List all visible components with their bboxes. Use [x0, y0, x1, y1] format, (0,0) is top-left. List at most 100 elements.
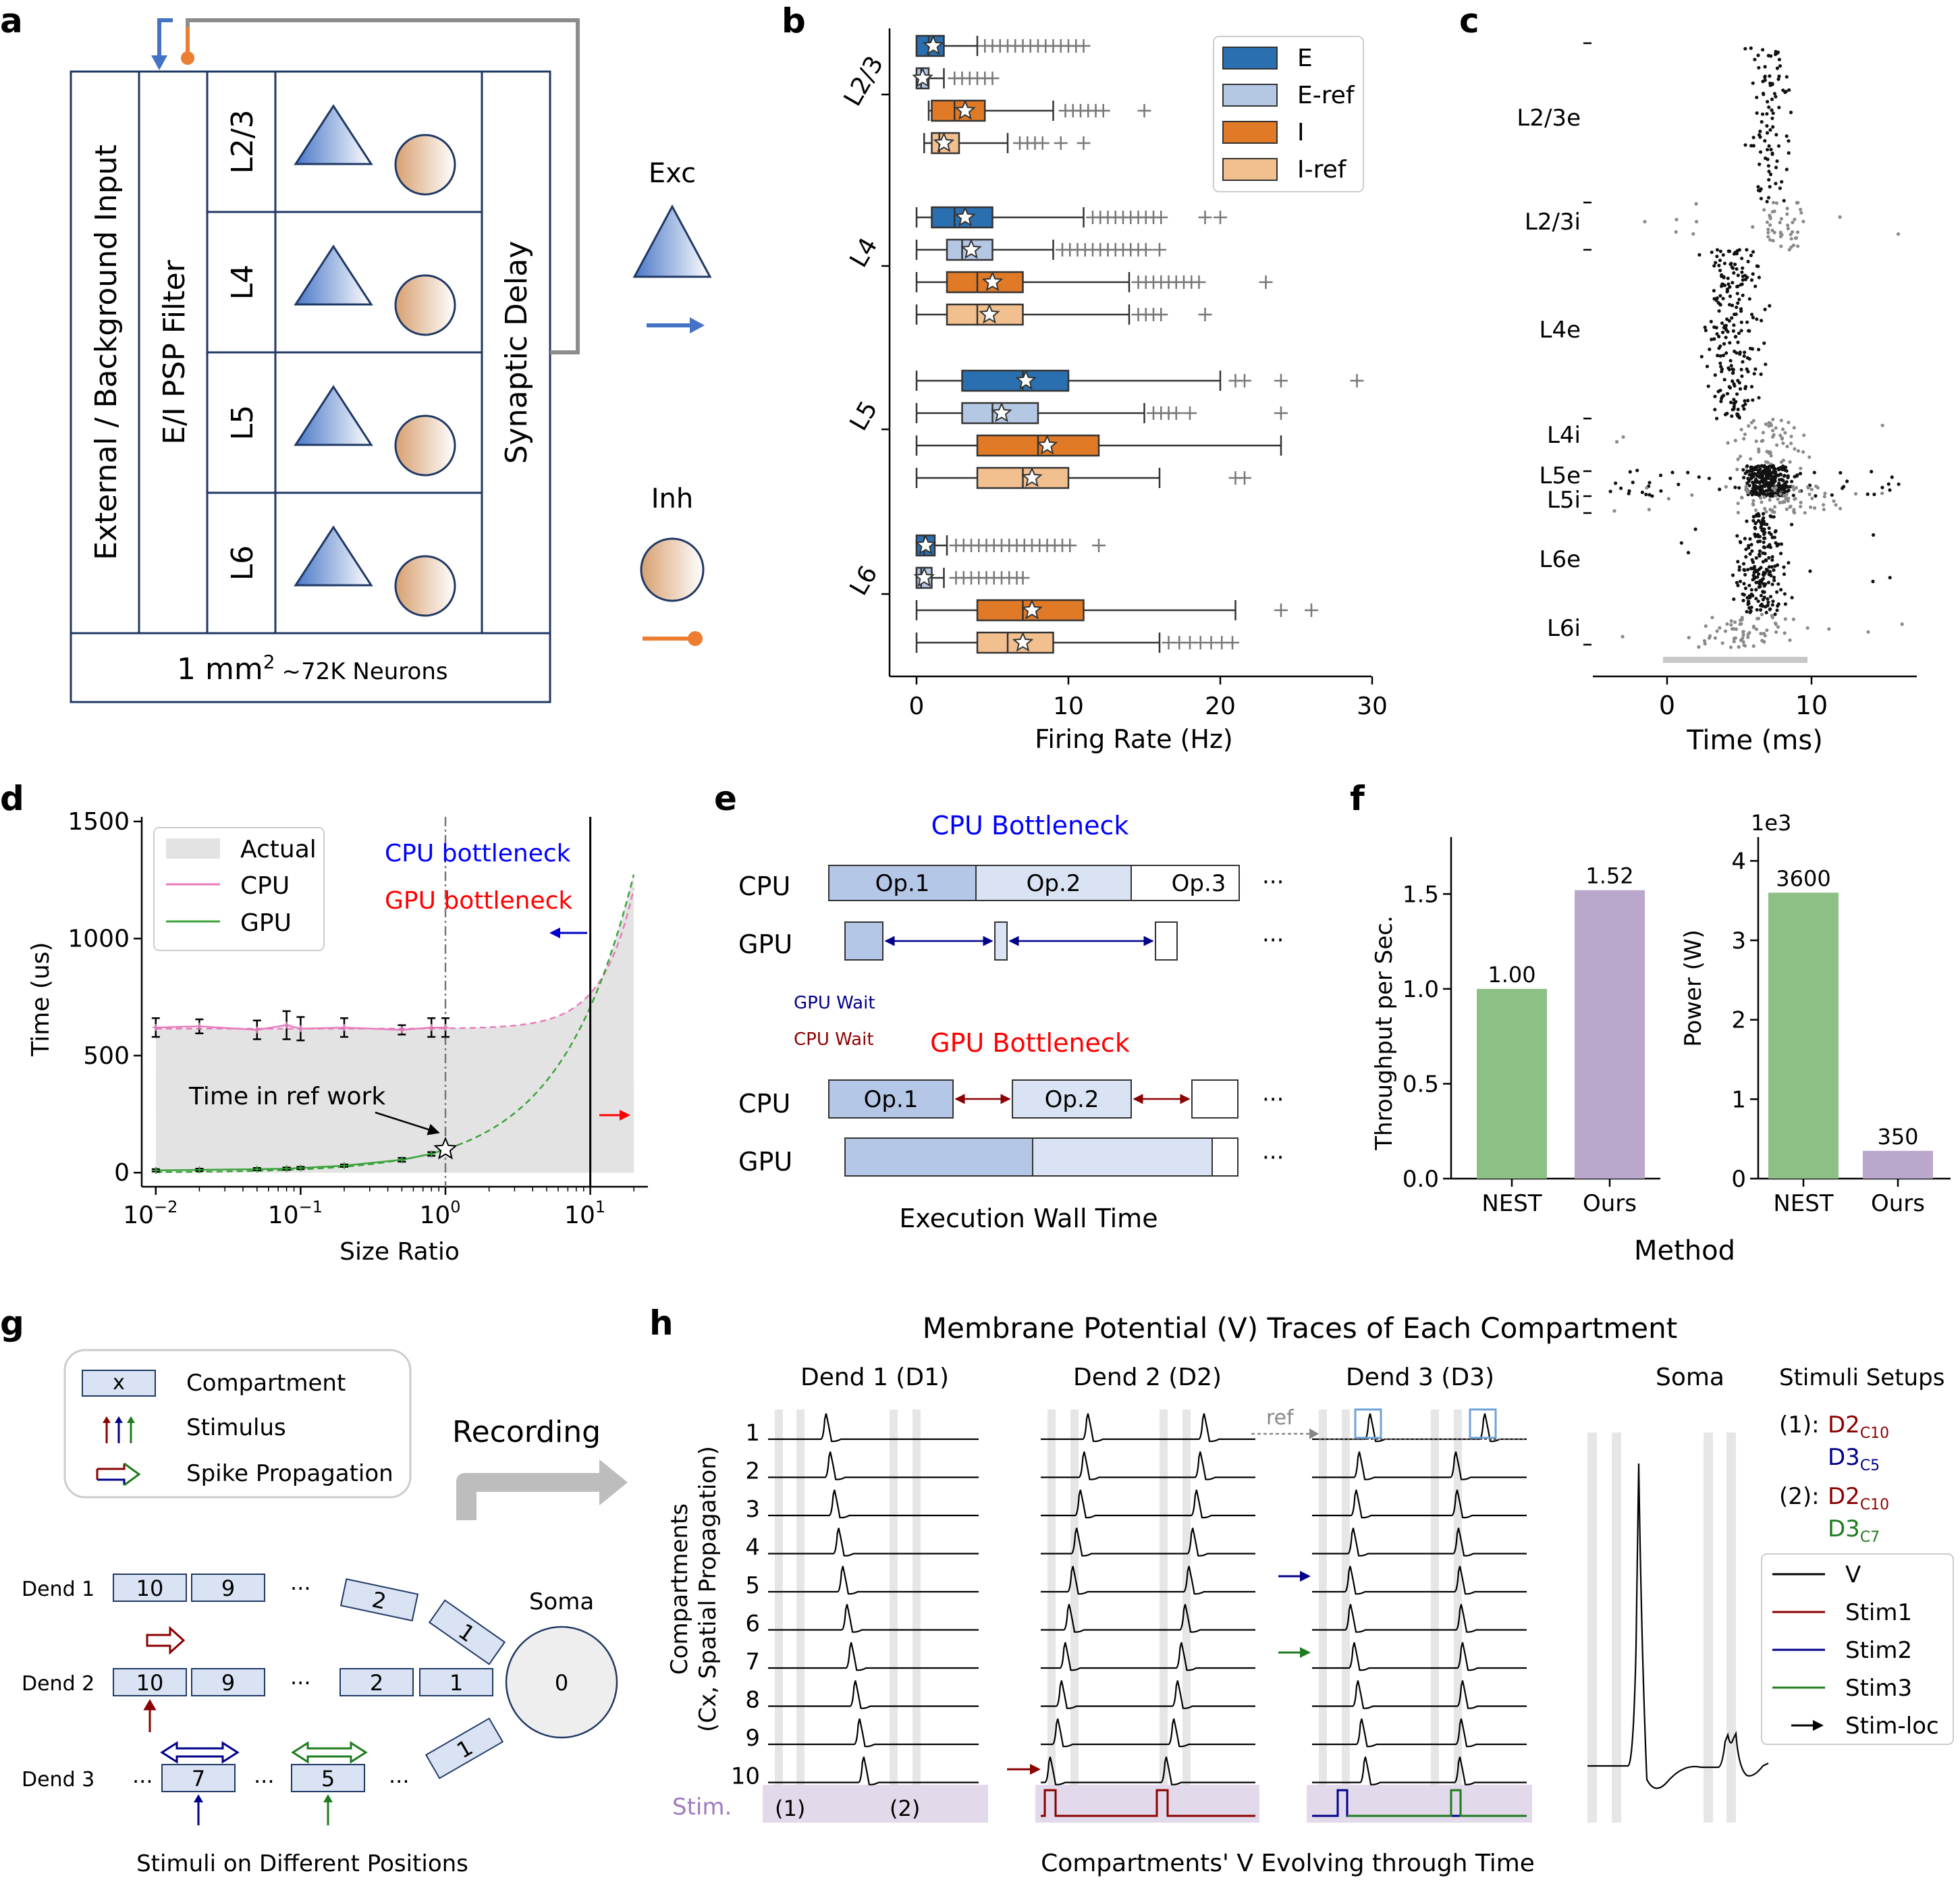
c-spike-dot [1714, 298, 1718, 302]
c-spike-dot [1762, 536, 1766, 541]
c-spike-dot [1762, 519, 1766, 523]
c-spike-dot [1627, 489, 1631, 493]
c-spike-dot [1764, 582, 1768, 587]
h-trace-d3 [1312, 1489, 1527, 1519]
c-spike-dot [1760, 500, 1764, 504]
h-stim-band [1160, 1409, 1168, 1785]
h-trace-d3 [1312, 1528, 1527, 1557]
c-spike-dot [1769, 471, 1773, 475]
b-flier [1274, 406, 1288, 420]
c-spike-dot [1754, 581, 1758, 585]
d-xtick-exp: −1 [299, 1198, 323, 1216]
c-spike-dot [1782, 592, 1787, 596]
c-spike-dot [1741, 633, 1745, 637]
c-spike-dot [1900, 622, 1904, 626]
c-spike-dot [1730, 627, 1735, 631]
b-mean-star [991, 402, 1012, 423]
c-spike-dot [1731, 573, 1735, 577]
c-spike-dot [1751, 644, 1755, 648]
c-spike-dot [1789, 504, 1793, 508]
c-spike-dot [1716, 390, 1720, 394]
c-spike-dot [1807, 492, 1812, 496]
h-stim-band [1182, 1409, 1191, 1785]
b-box [931, 99, 986, 122]
d-gpu-marker [253, 1165, 261, 1173]
d-gpu-marker [283, 1165, 290, 1173]
inh-legend-dot-icon [688, 631, 703, 646]
c-spike-dot [1741, 562, 1746, 566]
c-spike-dot [1763, 307, 1767, 311]
c-spike-dot [1771, 429, 1775, 433]
c-spike-dot [1739, 367, 1743, 372]
c-spike-dot [1890, 475, 1894, 479]
d-xtick-base: 10 [564, 1202, 595, 1229]
c-spike-dot [1758, 552, 1762, 556]
c-spike-dot [1743, 350, 1747, 354]
c-spike-dot [1756, 53, 1760, 57]
panel-a-labels: External / Background Input E/I PSP Filt… [89, 109, 696, 687]
b-legend-frame [1213, 36, 1364, 192]
c-spike-dot [1752, 570, 1756, 574]
c-spike-dot [1762, 631, 1766, 636]
c-spike-dot [1758, 130, 1762, 134]
h-stim1-pulse [1041, 1789, 1255, 1817]
c-spike-dot [1767, 105, 1771, 109]
c-spike-dot [1715, 629, 1719, 633]
c-spike-dot [1760, 464, 1764, 468]
panel-a-legend [632, 204, 712, 646]
c-spike-dot [1775, 608, 1779, 612]
c-spike-dot [1747, 583, 1751, 587]
c-spike-dot [1717, 335, 1721, 339]
g-compartment-label: 1 [450, 1670, 463, 1696]
c-spike-dot [1708, 347, 1712, 352]
c-spike-dot [1735, 248, 1739, 253]
c-spike-dot [1750, 466, 1754, 470]
c-spike-dot [1767, 483, 1771, 487]
c-spike-dot [1735, 467, 1739, 472]
c-spike-dot [1770, 510, 1774, 514]
c-spike-dot [1733, 384, 1737, 388]
c-spike-dot [1751, 518, 1755, 523]
d-cpu-marker [283, 1021, 290, 1029]
h-trace-soma [1587, 1463, 1769, 1790]
panel-letter-a: a [0, 1, 23, 41]
c-spike-dot [1756, 518, 1761, 523]
c-spike-dot [1778, 433, 1782, 437]
c-spike-dot [1722, 261, 1726, 265]
c-spike-dot [1805, 626, 1809, 630]
c-spike-dot [1756, 464, 1760, 468]
c-spike-dot [1781, 458, 1785, 462]
c-spike-dot [1614, 481, 1618, 485]
f-ytick-label: 1.5 [1403, 881, 1439, 908]
feedback-blue-path [157, 18, 173, 58]
h-legend-label-stim-loc: Stim-loc [1845, 1713, 1939, 1740]
c-spike-dot [1791, 485, 1795, 489]
c-spike-dot [1725, 392, 1730, 396]
c-spike-dot [1732, 637, 1736, 641]
c-spike-dot [1768, 464, 1772, 468]
c-spike-dot [1718, 354, 1722, 358]
h-stim-background [763, 1785, 988, 1823]
c-spike-dot [1753, 426, 1758, 430]
c-spike-dot [1777, 57, 1781, 61]
b-legend-label-e-ref: E-ref [1297, 82, 1355, 109]
c-spike-dot [1783, 602, 1787, 606]
c-spike-dot [1770, 558, 1774, 562]
c-spike-dot [1751, 250, 1755, 254]
c-spike-dot [1801, 450, 1805, 454]
c-spike-dot [1743, 143, 1747, 147]
c-spike-dot [1717, 309, 1721, 313]
c-spike-dot [1729, 619, 1733, 623]
c-spike-dot [1758, 484, 1762, 488]
h-trace-d3 [1312, 1756, 1527, 1785]
c-spike-dot [1802, 433, 1806, 437]
c-spike-dot [1775, 543, 1779, 548]
e-op1-bottom-label: Op.1 [864, 1086, 919, 1113]
c-spike-dot [1731, 281, 1735, 285]
c-spike-dot [1768, 172, 1773, 176]
c-spike-dot [1755, 616, 1760, 621]
c-spike-dot [1781, 441, 1785, 446]
c-spike-dot [1731, 379, 1735, 383]
d-legend-swatch-actual [166, 838, 220, 859]
